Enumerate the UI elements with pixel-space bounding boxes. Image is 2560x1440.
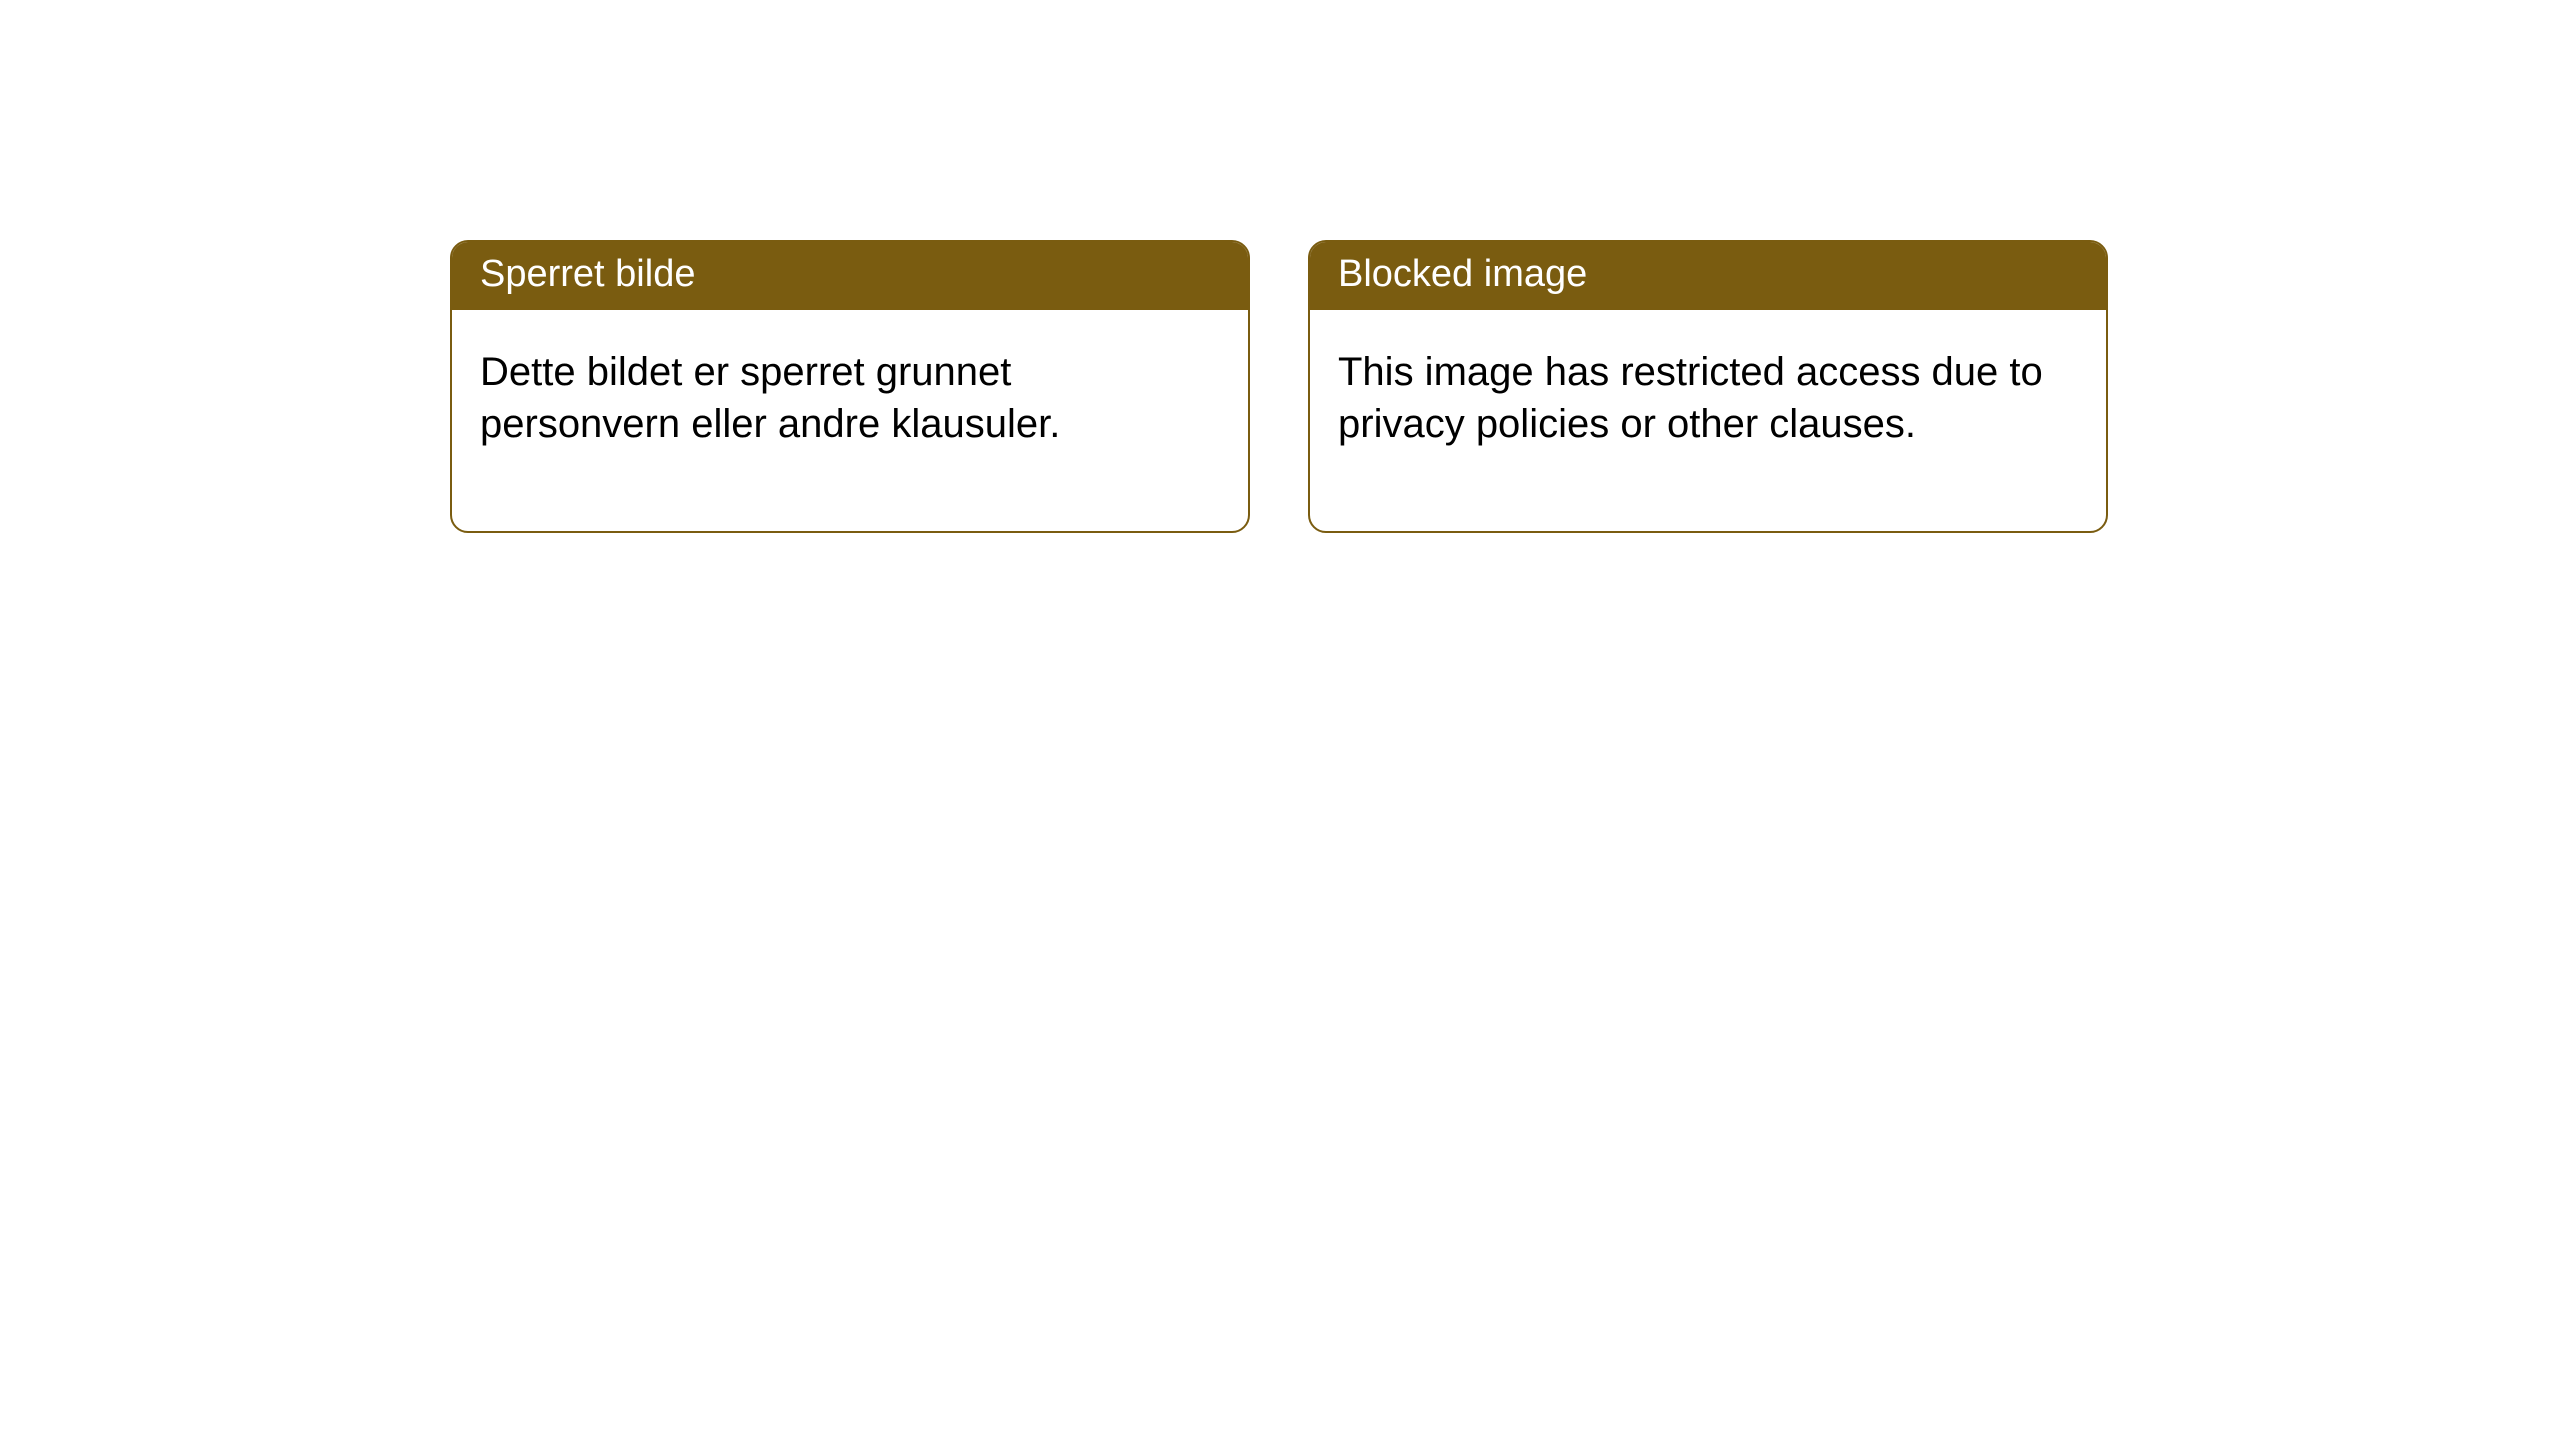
card-header: Sperret bilde xyxy=(452,242,1248,310)
blocked-image-card-en: Blocked image This image has restricted … xyxy=(1308,240,2108,533)
card-title: Sperret bilde xyxy=(480,253,695,295)
card-header: Blocked image xyxy=(1310,242,2106,310)
cards-container: Sperret bilde Dette bildet er sperret gr… xyxy=(0,0,2560,533)
card-body-text: Dette bildet er sperret grunnet personve… xyxy=(480,350,1060,447)
card-body: This image has restricted access due to … xyxy=(1310,310,2106,532)
card-body-text: This image has restricted access due to … xyxy=(1338,350,2043,447)
blocked-image-card-no: Sperret bilde Dette bildet er sperret gr… xyxy=(450,240,1250,533)
card-body: Dette bildet er sperret grunnet personve… xyxy=(452,310,1248,532)
card-title: Blocked image xyxy=(1338,253,1587,295)
